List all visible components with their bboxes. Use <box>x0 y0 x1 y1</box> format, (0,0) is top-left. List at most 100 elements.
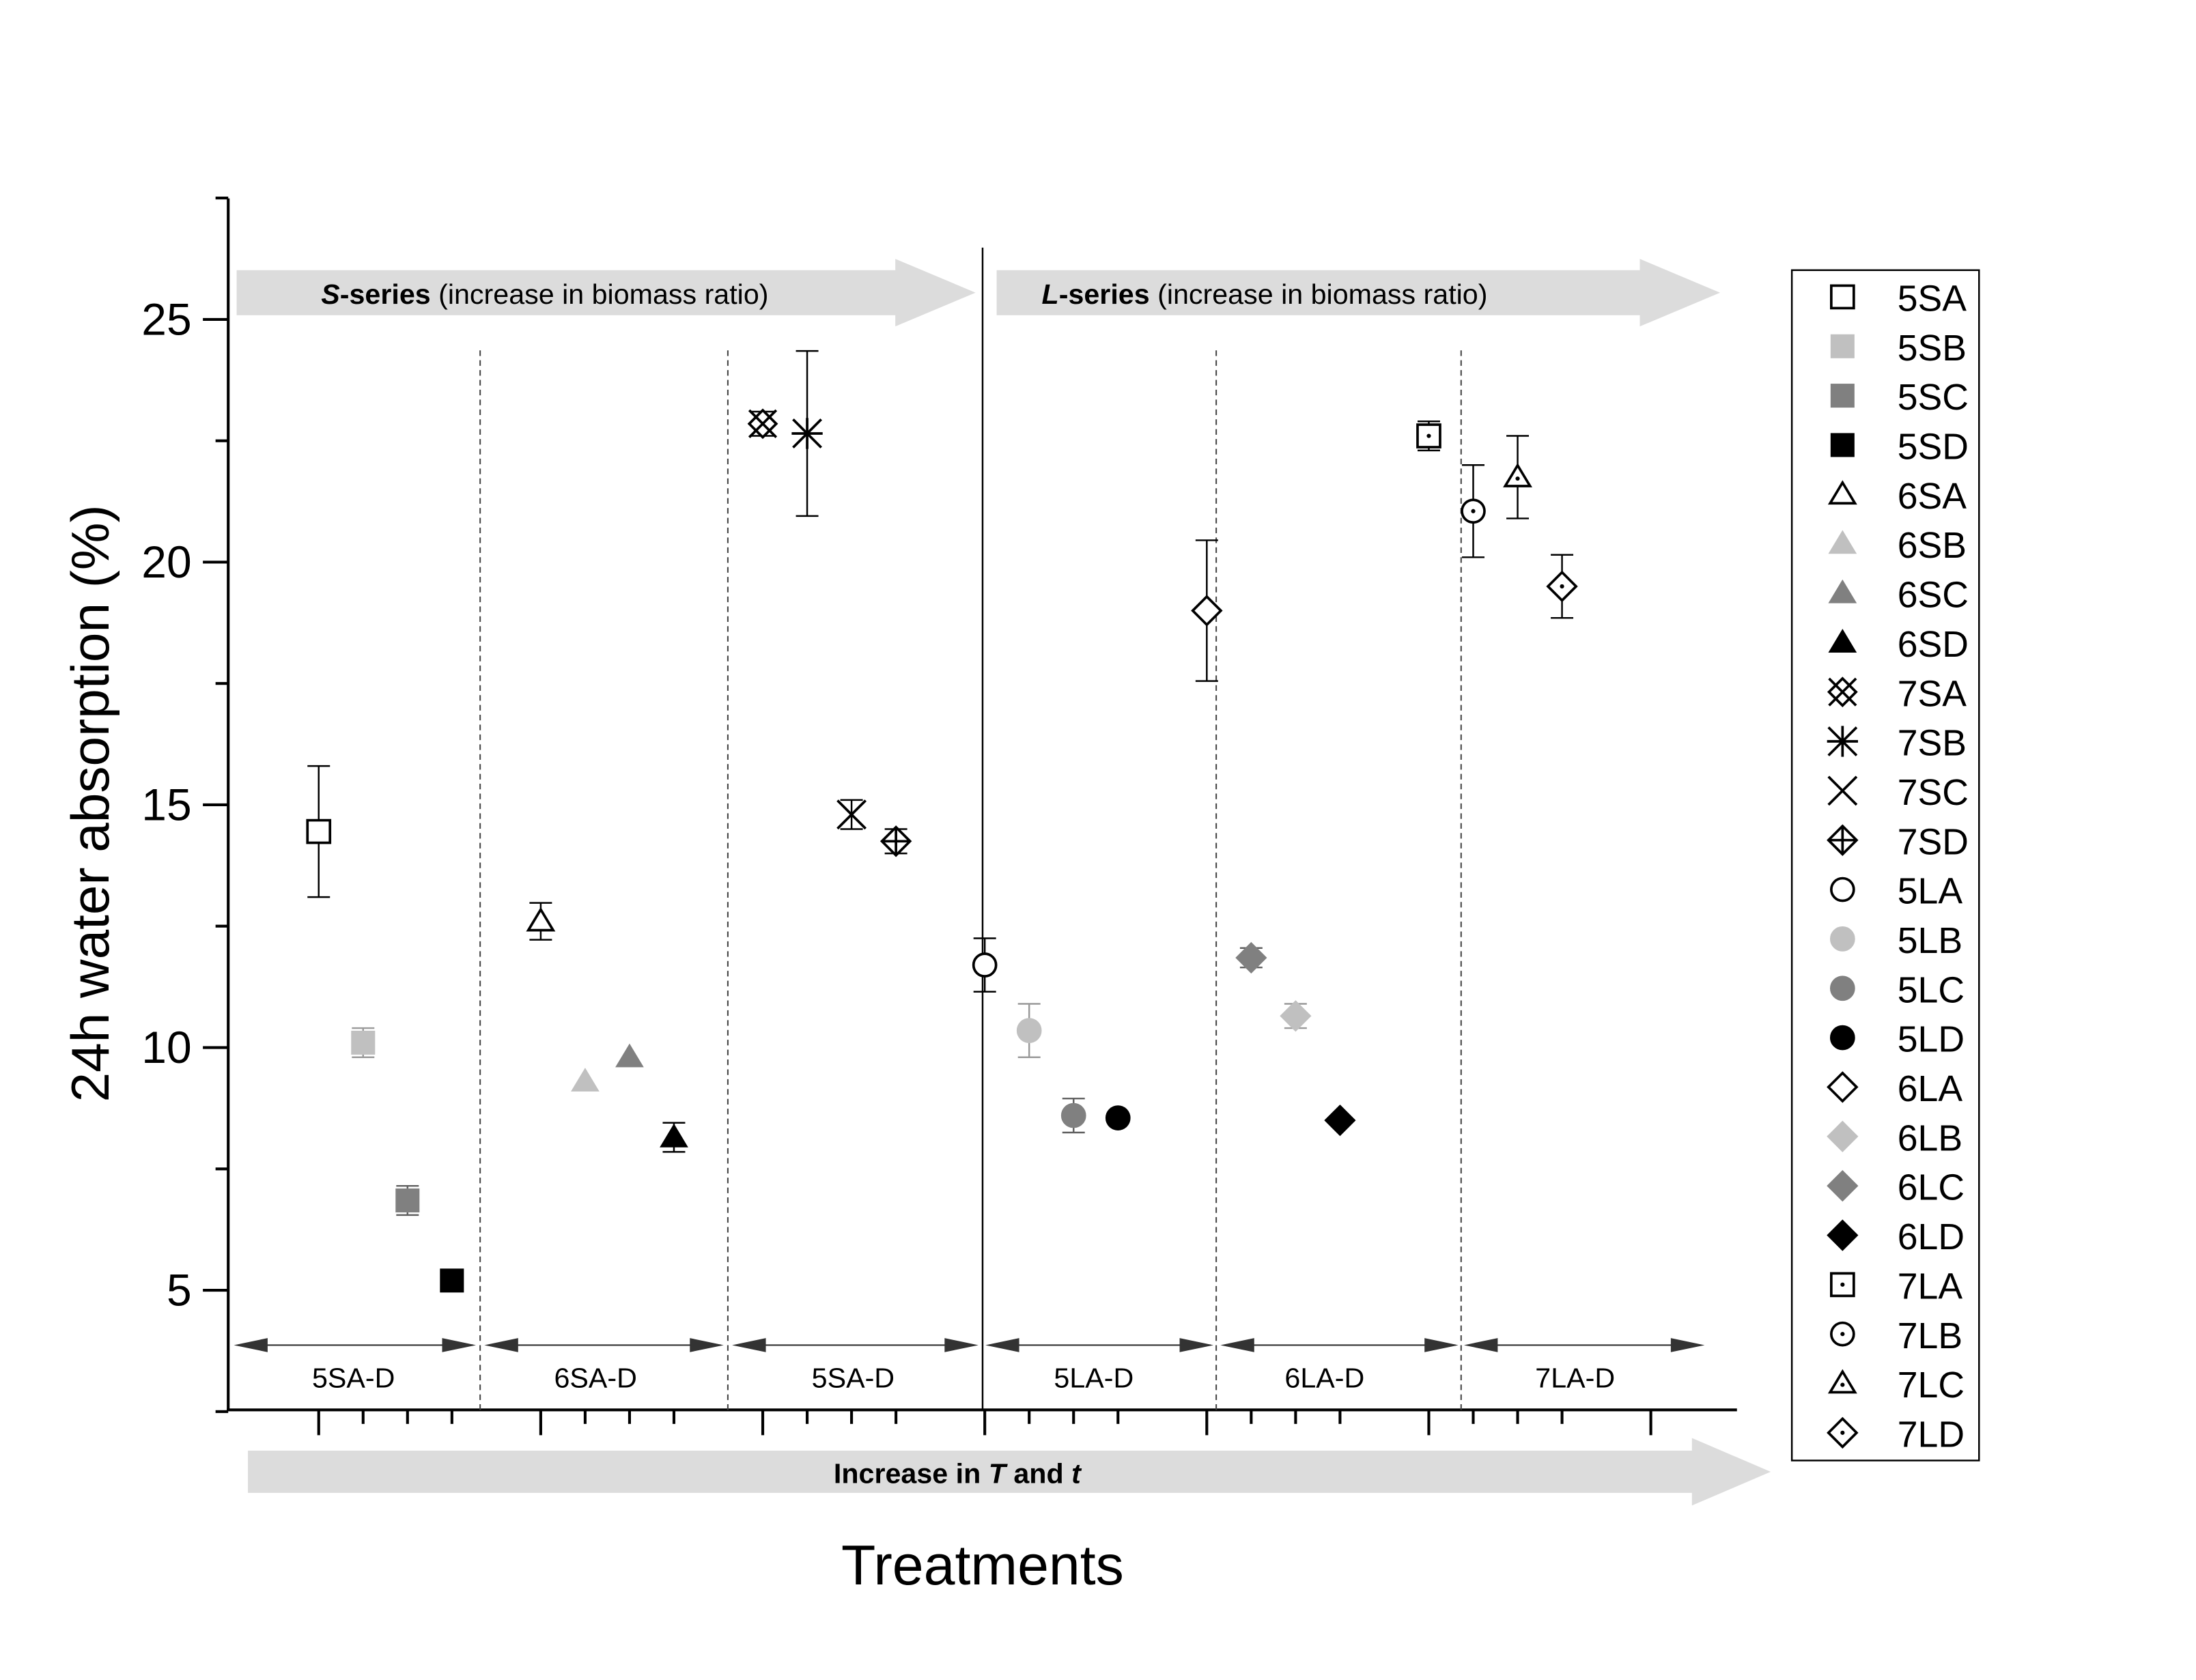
group-range-arrows <box>234 1338 1705 1352</box>
legend-label: 5SB <box>1898 328 1967 369</box>
y-ticks: 5 10 15 20 25 <box>141 197 229 1413</box>
point-5la <box>972 952 998 978</box>
group-label: 5SA-D <box>812 1362 895 1393</box>
y-tick-label: 5 <box>167 1265 192 1315</box>
legend-label: 7LA <box>1898 1266 1963 1307</box>
point-7sb <box>791 418 823 449</box>
legend-marker <box>1827 480 1857 505</box>
legend: 5SA 5SB 5SC 5SD 6SA 6SB 6SC 6SD 7SA 7SB 7SC 7SD 5LA 5… <box>1827 279 1969 1455</box>
point-7sa <box>747 408 778 440</box>
legend-marker <box>1829 1272 1855 1298</box>
legend-item-7lb: 7LB <box>1829 1315 1962 1356</box>
legend-label: 5LC <box>1898 969 1965 1010</box>
error-bars <box>307 350 1574 1216</box>
legend-item-7sd: 7SD <box>1827 821 1969 862</box>
legend-marker <box>1828 579 1857 603</box>
legend-label: 6LB <box>1898 1117 1962 1158</box>
s-series-arrow <box>236 259 976 327</box>
legend-marker <box>1830 384 1855 408</box>
legend-item-6sa: 6SA <box>1827 476 1967 517</box>
point-6la <box>1191 595 1223 627</box>
point-5sc <box>395 1188 420 1213</box>
point-7lb <box>1461 498 1486 524</box>
legend-item-5sb: 5SB <box>1830 328 1967 369</box>
legend-marker <box>1827 1120 1859 1152</box>
x-axis-label: Treatments <box>841 1534 1124 1597</box>
legend-label: 7LC <box>1898 1365 1965 1406</box>
legend-item-6sd: 6SD <box>1828 624 1969 665</box>
legend-item-7sb: 7SB <box>1827 723 1967 764</box>
legend-label: 6LA <box>1898 1068 1963 1109</box>
group-label: 5SA-D <box>312 1362 395 1393</box>
bottom-arrow-part1: Increase in <box>834 1457 989 1489</box>
legend-item-6ld: 6LD <box>1827 1216 1965 1257</box>
point-6sa <box>526 907 556 932</box>
l-series-bold: L <box>1042 279 1059 310</box>
point-6sc <box>615 1043 644 1068</box>
legend-marker <box>1829 1025 1855 1051</box>
legend-label: 6SA <box>1898 476 1967 517</box>
legend-marker <box>1828 629 1857 653</box>
legend-item-5ld: 5LD <box>1829 1019 1965 1060</box>
legend-marker <box>1827 775 1858 806</box>
legend-marker <box>1827 1219 1859 1251</box>
legend-marker <box>1829 926 1855 952</box>
legend-item-5lb: 5LB <box>1829 920 1962 961</box>
legend-label: 5SA <box>1898 279 1967 319</box>
legend-item-5lc: 5LC <box>1829 969 1965 1010</box>
point-5sb <box>351 1030 376 1055</box>
legend-label: 5SC <box>1898 377 1969 418</box>
legend-item-5sc: 5SC <box>1830 377 1969 418</box>
legend-item-5la: 5LA <box>1829 871 1962 912</box>
bottom-arrow <box>248 1438 1771 1506</box>
point-5lc <box>1060 1102 1086 1128</box>
legend-label: 5LB <box>1898 920 1962 961</box>
y-tick-label: 15 <box>141 780 191 830</box>
l-series-rest: (increase in biomass ratio) <box>1150 279 1488 310</box>
point-6ld <box>1324 1105 1356 1137</box>
legend-marker <box>1827 677 1858 708</box>
legend-item-6lb: 6LB <box>1827 1117 1962 1158</box>
legend-item-6sb: 6SB <box>1828 525 1967 566</box>
legend-marker <box>1827 726 1859 757</box>
point-7la <box>1416 423 1441 449</box>
s-series-bold-rest: -series <box>340 279 431 310</box>
group-label: 6SA-D <box>554 1362 636 1393</box>
point-7lc <box>1503 463 1532 487</box>
legend-item-7la: 7LA <box>1829 1266 1963 1307</box>
legend-marker <box>1827 1416 1859 1449</box>
legend-item-5sa: 5SA <box>1829 279 1967 319</box>
group-label: 5LA-D <box>1054 1362 1134 1393</box>
legend-marker <box>1829 877 1855 902</box>
x-ticks <box>317 1410 1652 1436</box>
legend-label: 7SC <box>1898 772 1969 813</box>
legend-label: 7SB <box>1898 723 1967 764</box>
bottom-arrow-label: Increase in T and t <box>834 1457 1082 1489</box>
s-series-label: S-series (increase in biomass ratio) <box>321 279 768 310</box>
y-tick-label: 20 <box>141 537 191 587</box>
legend-marker <box>1830 334 1855 358</box>
point-5ld <box>1105 1105 1131 1130</box>
data-points <box>306 408 1578 1293</box>
l-series-label: L-series (increase in biomass ratio) <box>1042 279 1488 310</box>
legend-item-7ld: 7LD <box>1827 1414 1965 1455</box>
legend-marker <box>1829 284 1855 310</box>
point-6sd <box>660 1123 688 1148</box>
bottom-arrow-t: t <box>1071 1457 1082 1489</box>
legend-marker <box>1827 1369 1857 1394</box>
s-series-rest: (increase in biomass ratio) <box>431 279 769 310</box>
legend-marker <box>1827 1071 1859 1103</box>
group-label: 7LA-D <box>1535 1362 1615 1393</box>
legend-label: 6LC <box>1898 1167 1965 1208</box>
point-7ld <box>1546 570 1578 603</box>
point-7sd <box>879 825 912 857</box>
legend-label: 6LD <box>1898 1216 1965 1257</box>
point-5sa <box>306 818 332 844</box>
legend-item-6la: 6LA <box>1827 1068 1963 1109</box>
point-5sd <box>440 1268 464 1293</box>
y-axis-label: 24h water absorption (%) <box>60 504 120 1102</box>
legend-label: 5LD <box>1898 1019 1965 1060</box>
legend-item-7sc: 7SC <box>1827 772 1969 813</box>
legend-marker <box>1827 1170 1859 1202</box>
